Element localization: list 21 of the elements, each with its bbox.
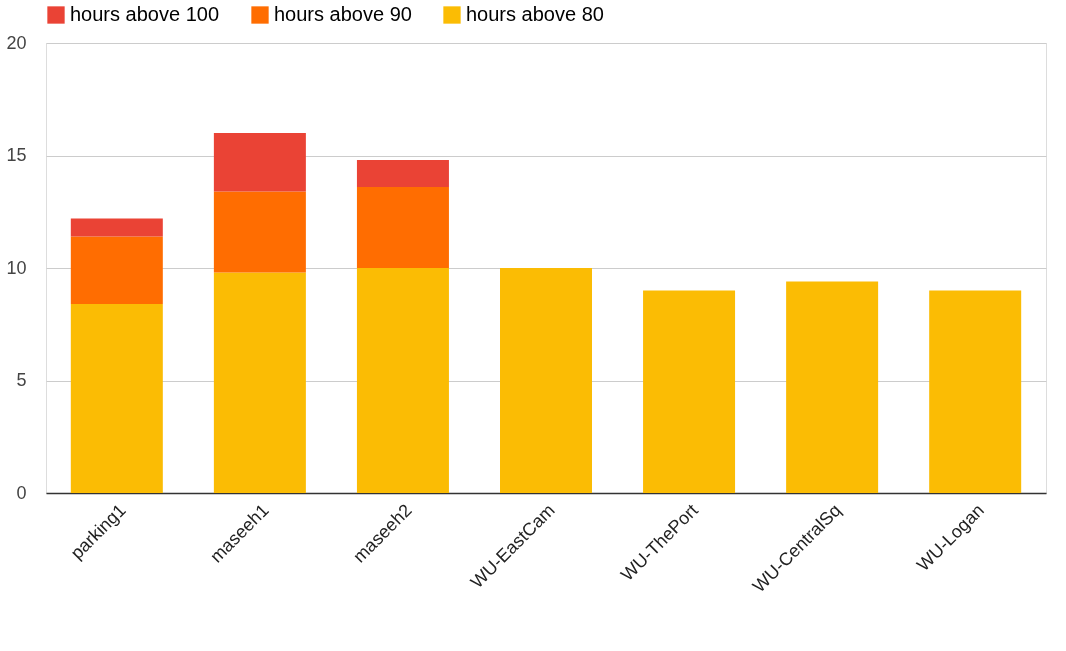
bar [643,290,736,493]
bar [786,281,879,493]
bar [356,187,449,268]
bar [929,290,1022,493]
y-tick-label: 15 [6,145,27,165]
bar [213,191,306,273]
bar [213,133,306,192]
legend-label: hours above 100 [70,3,220,25]
bar [70,236,163,304]
y-tick-label: 20 [6,32,27,53]
y-tick-label: 5 [16,370,27,390]
y-tick-label: 0 [16,482,27,503]
y-tick-label: 10 [6,257,27,278]
legend-label: hours above 90 [274,3,412,25]
bar [70,218,163,237]
bar [213,272,306,493]
bar [500,268,592,493]
legend-label: hours above 80 [466,3,604,25]
bar [356,268,449,493]
bar [356,160,449,187]
bar [70,304,163,493]
